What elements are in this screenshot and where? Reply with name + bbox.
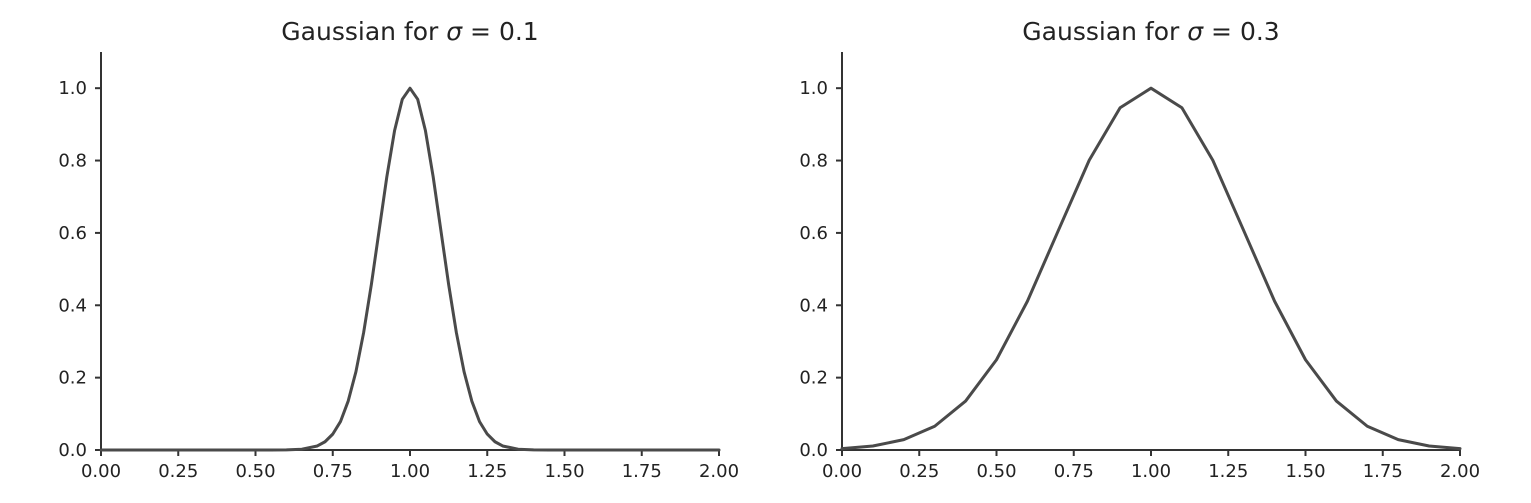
y-tick-label: 0.8 xyxy=(799,151,828,172)
x-tick-label: 2.00 xyxy=(1440,461,1480,482)
x-tick-label: 1.75 xyxy=(1363,461,1403,482)
x-tick-label: 0.75 xyxy=(1054,461,1094,482)
y-tick-label: 0.6 xyxy=(58,223,87,244)
x-tick-label: 1.00 xyxy=(390,461,430,482)
y-tick-label: 1.0 xyxy=(58,78,87,99)
left-chart: Gaussian for σ = 0.1 0.00 0.25 0.50 0.75 1.0… xyxy=(58,17,739,482)
y-tick-label: 0.4 xyxy=(58,295,87,316)
y-tick-label: 0.6 xyxy=(799,223,828,244)
gaussian-curve-line xyxy=(99,86,721,452)
y-tick-label: 0.2 xyxy=(799,368,828,389)
x-tick-label: 0.00 xyxy=(822,461,862,482)
x-tick-label: 0.50 xyxy=(235,461,275,482)
x-tick-label: 1.50 xyxy=(1285,461,1325,482)
y-tick-label: 0.8 xyxy=(58,151,87,172)
x-tick-label: 0.25 xyxy=(158,461,198,482)
x-tick-label: 0.25 xyxy=(899,461,939,482)
y-tick-label: 1.0 xyxy=(799,78,828,99)
right-chart: Gaussian for σ = 0.3 0.00 0.25 0.50 0.75 1.0… xyxy=(799,17,1480,482)
y-tick-label: 0.4 xyxy=(799,295,828,316)
chart-title: Gaussian for σ = 0.3 xyxy=(1022,17,1279,46)
x-tick-label: 1.50 xyxy=(544,461,584,482)
x-tick-label: 2.00 xyxy=(699,461,739,482)
x-tick-label: 0.75 xyxy=(313,461,353,482)
y-tick-label: 0.2 xyxy=(58,368,87,389)
x-tick-label: 0.50 xyxy=(976,461,1016,482)
x-tick-label: 1.00 xyxy=(1131,461,1171,482)
x-tick-label: 0.00 xyxy=(81,461,121,482)
gaussian-curve-line xyxy=(840,86,1462,451)
x-tick-label: 1.25 xyxy=(1208,461,1248,482)
chart-title: Gaussian for σ = 0.1 xyxy=(281,17,538,46)
x-tick-label: 1.25 xyxy=(467,461,507,482)
y-tick-label: 0.0 xyxy=(58,440,87,461)
y-tick-label: 0.0 xyxy=(799,440,828,461)
x-tick-label: 1.75 xyxy=(622,461,662,482)
